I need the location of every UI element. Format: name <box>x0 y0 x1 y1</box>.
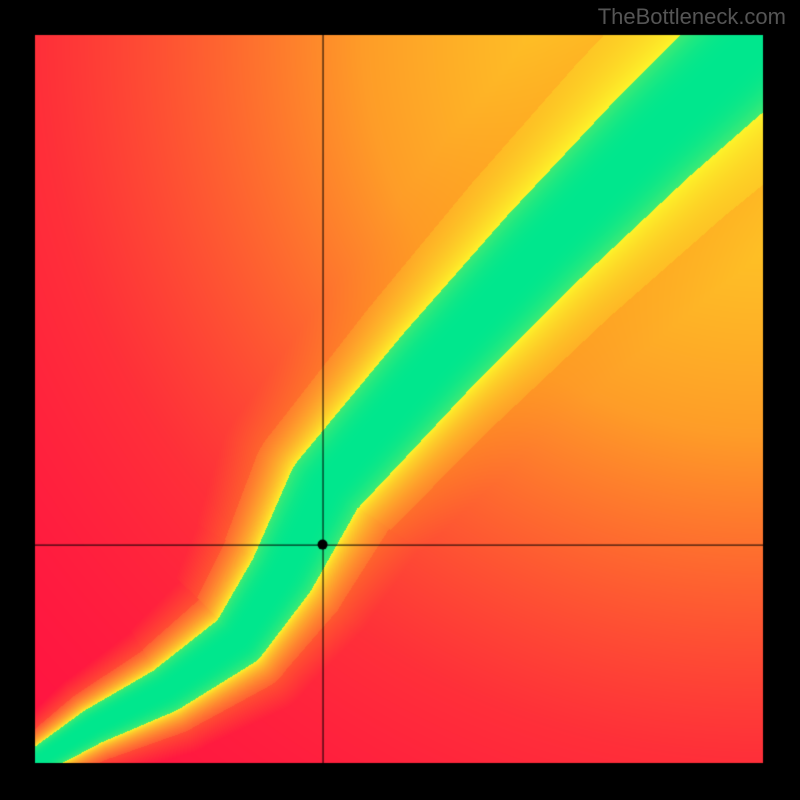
heatmap-canvas <box>0 0 800 800</box>
figure-container: TheBottleneck.com <box>0 0 800 800</box>
attribution-label: TheBottleneck.com <box>598 4 786 30</box>
